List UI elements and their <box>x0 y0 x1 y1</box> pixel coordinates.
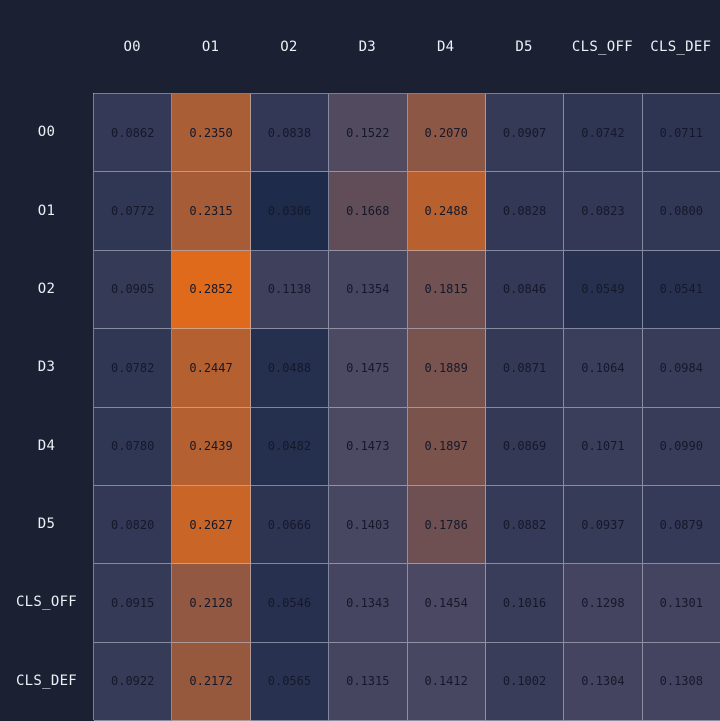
heatmap-cell: 0.0666 <box>250 485 330 565</box>
grid-line-top <box>93 93 720 94</box>
heatmap-cell: 0.1138 <box>250 250 330 330</box>
column-label: D4 <box>436 38 455 55</box>
heatmap-cell: 0.2488 <box>407 172 486 251</box>
row-label: D5 <box>37 516 56 533</box>
heatmap-cell: 0.0742 <box>564 94 643 173</box>
heatmap-cell: 0.1668 <box>329 172 408 251</box>
heatmap-cell: 0.0922 <box>94 642 173 721</box>
heatmap-cell: 0.0772 <box>94 172 173 251</box>
heatmap-cell: 0.0869 <box>485 407 565 486</box>
heatmap-cell: 0.2070 <box>407 94 486 173</box>
heatmap-cell: 0.0846 <box>485 250 565 330</box>
heatmap-cell: 0.0879 <box>642 485 720 565</box>
heatmap-cell: 0.0838 <box>250 94 330 173</box>
heatmap-cell: 0.0780 <box>94 407 173 486</box>
heatmap-cell: 0.1403 <box>329 485 408 565</box>
heatmap-cell: 0.1064 <box>564 329 643 408</box>
heatmap-cell: 0.0546 <box>250 564 330 643</box>
heatmap-cell: 0.1308 <box>642 642 720 721</box>
heatmap-cell: 0.0871 <box>485 329 565 408</box>
row-label: D4 <box>37 437 56 454</box>
heatmap-cell: 0.0800 <box>642 172 720 251</box>
heatmap-cell: 0.0549 <box>564 250 643 330</box>
heatmap-cell: 0.0488 <box>250 329 330 408</box>
heatmap-cell: 0.1473 <box>329 407 408 486</box>
heatmap-cell: 0.2627 <box>172 485 251 565</box>
heatmap-cell: 0.0565 <box>250 642 330 721</box>
heatmap-cell: 0.1071 <box>564 407 643 486</box>
row-label: O1 <box>37 202 56 219</box>
heatmap-cell: 0.0862 <box>94 94 173 173</box>
heatmap-cell: 0.0907 <box>485 94 565 173</box>
heatmap-cell: 0.0937 <box>564 485 643 565</box>
column-label: CLS_DEF <box>650 38 712 55</box>
row-label: O2 <box>37 280 56 297</box>
heatmap-cell: 0.0711 <box>642 94 720 173</box>
column-label: D3 <box>358 38 377 55</box>
heatmap-cell: 0.1889 <box>407 329 486 408</box>
heatmap-cell: 0.0905 <box>94 250 173 330</box>
heatmap-cell: 0.0306 <box>250 172 330 251</box>
heatmap-cell: 0.0828 <box>485 172 565 251</box>
grid-line-left <box>93 93 94 720</box>
heatmap-cell: 0.1815 <box>407 250 486 330</box>
heatmap-cell: 0.1343 <box>329 564 408 643</box>
heatmap-cell: 0.2172 <box>172 642 251 721</box>
heatmap-cell: 0.1002 <box>485 642 565 721</box>
heatmap-cell: 0.1016 <box>485 564 565 643</box>
heatmap-cell: 0.0782 <box>94 329 173 408</box>
heatmap-cell: 0.1897 <box>407 407 486 486</box>
column-label: O0 <box>123 38 141 55</box>
row-label: O0 <box>37 124 56 141</box>
heatmap-cell: 0.2128 <box>172 564 251 643</box>
column-label: CLS_OFF <box>571 38 633 55</box>
heatmap-cell: 0.0915 <box>94 564 173 643</box>
heatmap-cell: 0.2852 <box>172 250 251 330</box>
heatmap-cell: 0.0541 <box>642 250 720 330</box>
row-label: CLS_DEF <box>15 672 78 689</box>
heatmap-cell: 0.2315 <box>172 172 251 251</box>
column-label: O1 <box>201 38 220 55</box>
heatmap-cell: 0.1475 <box>329 329 408 408</box>
heatmap-cell: 0.1304 <box>564 642 643 721</box>
column-label: D5 <box>515 38 533 55</box>
row-label: CLS_OFF <box>15 594 78 611</box>
heatmap-cell: 0.0990 <box>642 407 720 486</box>
heatmap-cell: 0.0882 <box>485 485 565 565</box>
heatmap-cell: 0.1454 <box>407 564 486 643</box>
heatmap-cell: 0.0984 <box>642 329 720 408</box>
row-label: D3 <box>37 359 56 376</box>
heatmap-cell: 0.0823 <box>564 172 643 251</box>
heatmap-cell: 0.1315 <box>329 642 408 721</box>
heatmap-cell: 0.0482 <box>250 407 330 486</box>
heatmap-cell: 0.1301 <box>642 564 720 643</box>
heatmap-cell: 0.2439 <box>172 407 251 486</box>
heatmap-cell: 0.1354 <box>329 250 408 330</box>
heatmap-cell: 0.1412 <box>407 642 486 721</box>
heatmap-cell: 0.1522 <box>329 94 408 173</box>
heatmap-cell: 0.1298 <box>564 564 643 643</box>
heatmap-cell: 0.2350 <box>172 94 251 173</box>
heatmap-cell: 0.0820 <box>94 485 173 565</box>
column-label: O2 <box>280 38 298 55</box>
heatmap-cell: 0.1786 <box>407 485 486 565</box>
heatmap-cell: 0.2447 <box>172 329 251 408</box>
